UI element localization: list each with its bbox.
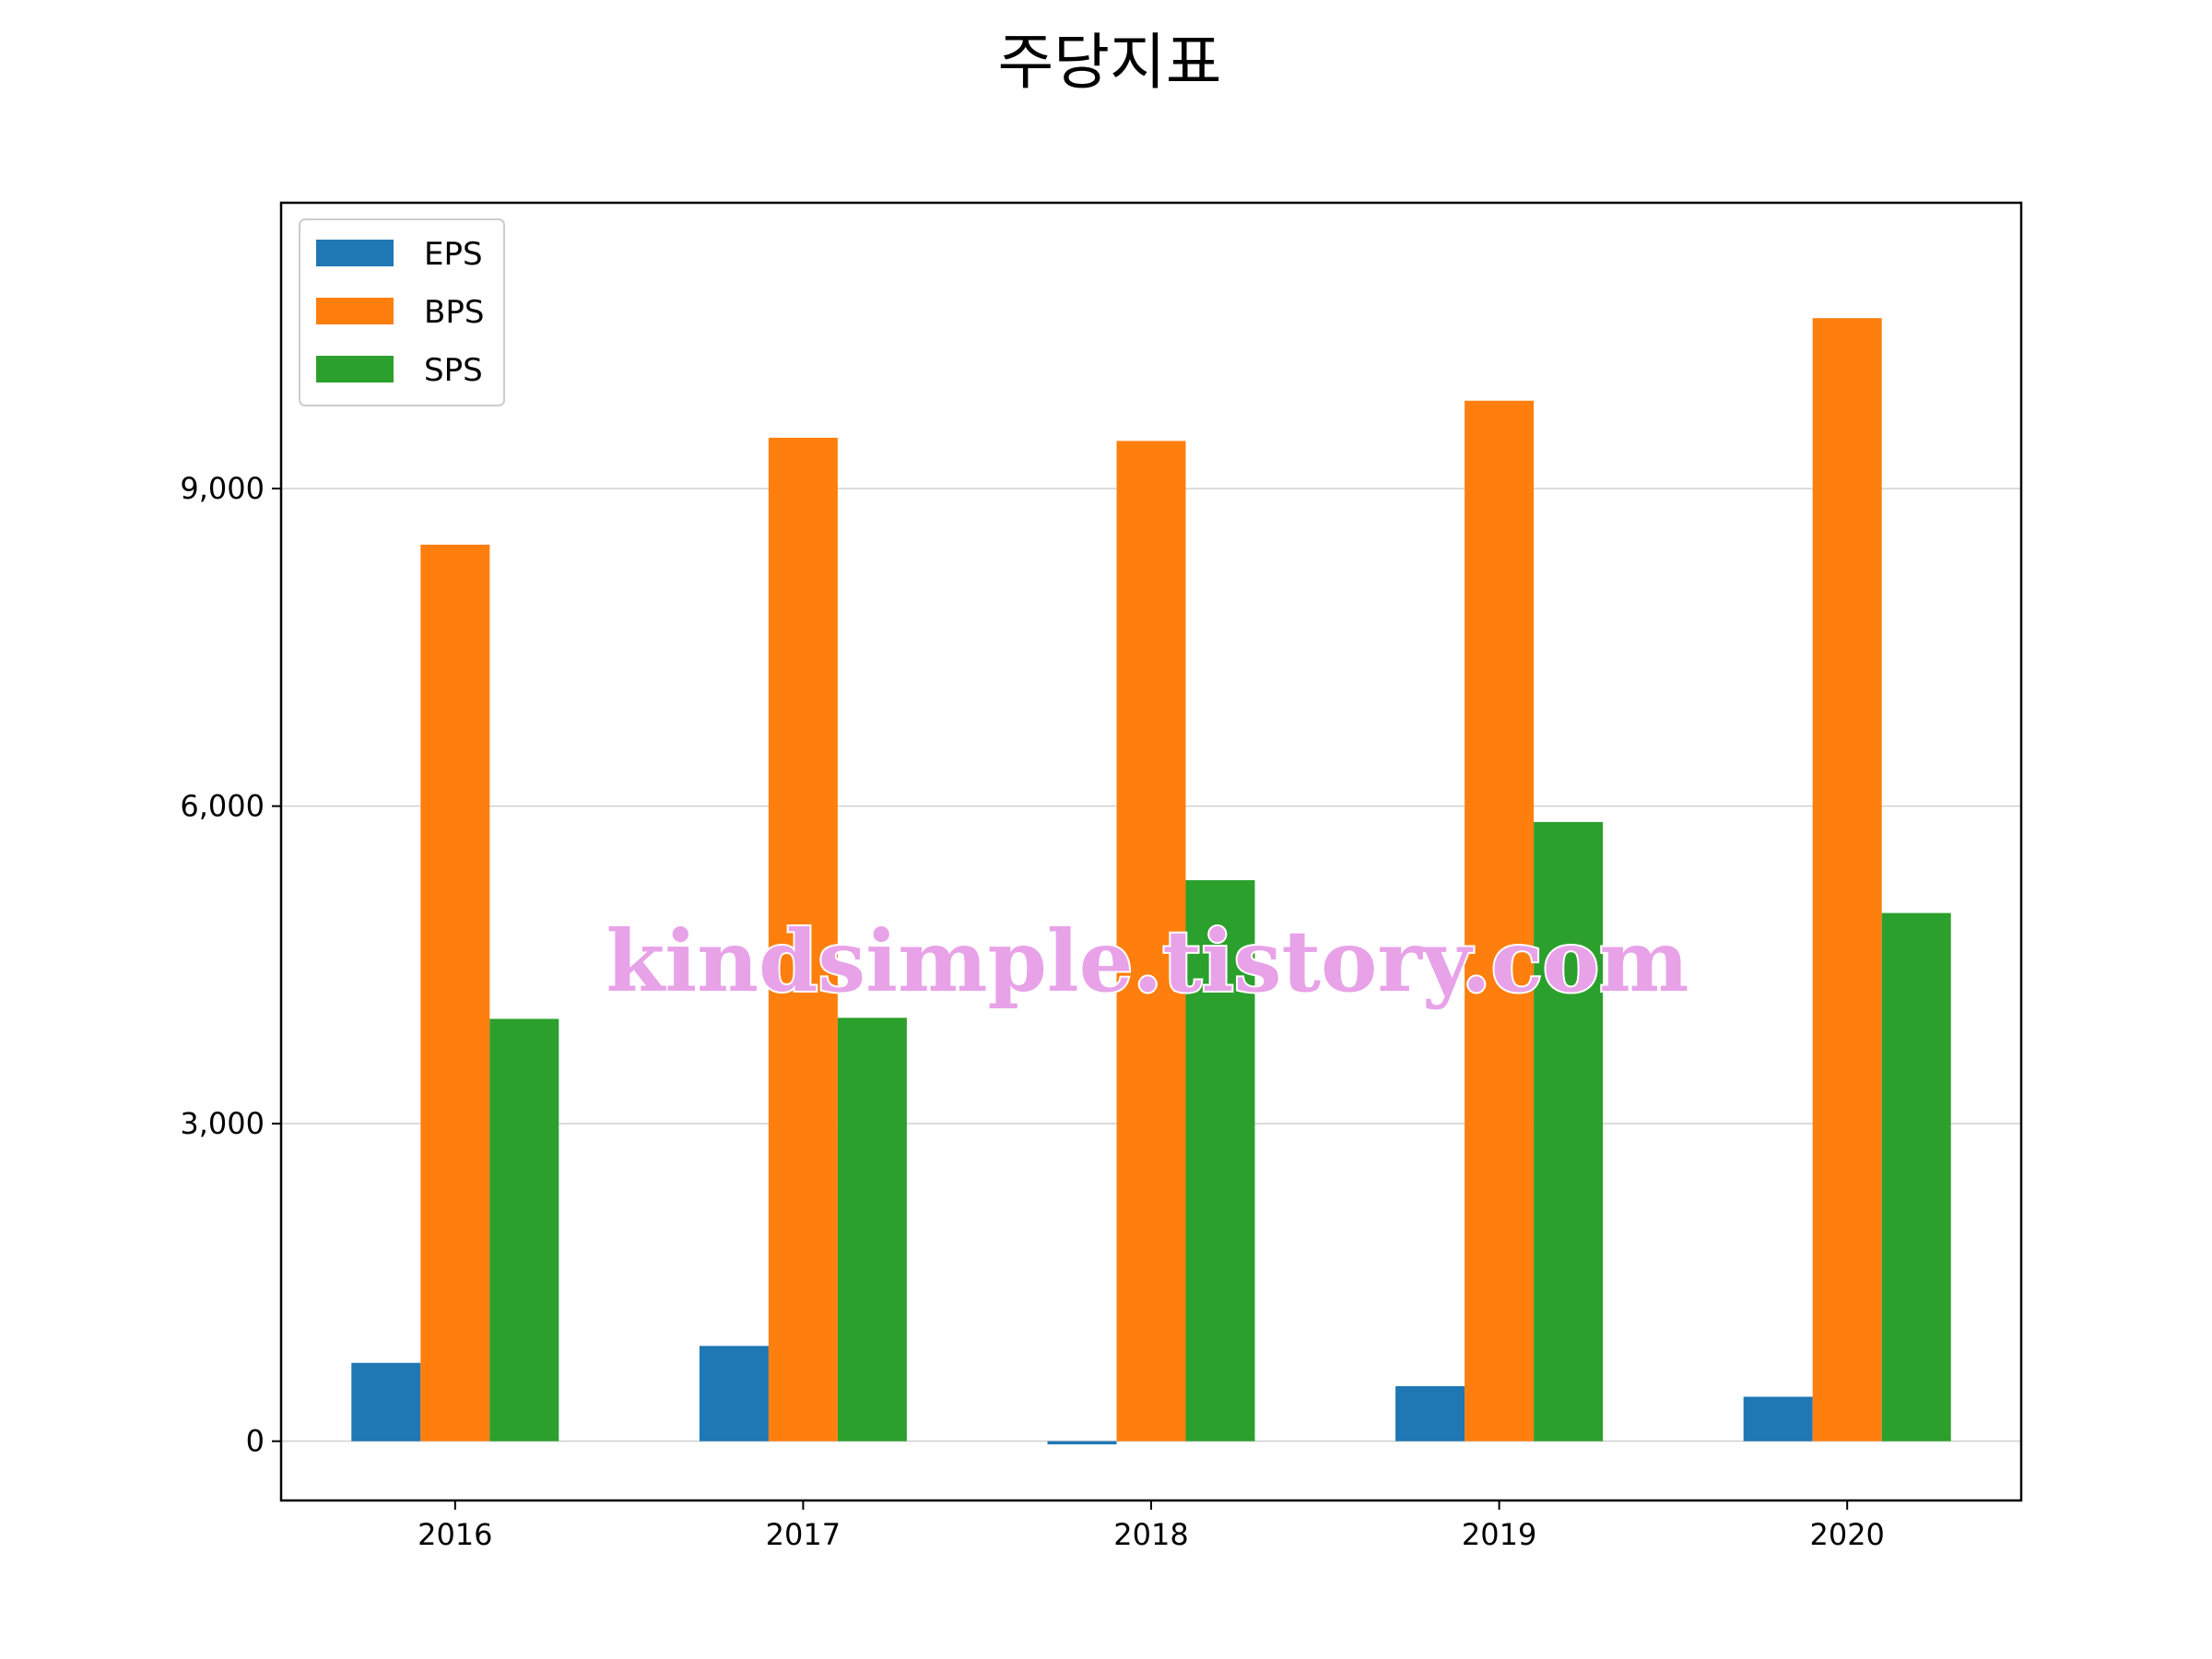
legend-label-sps: SPS xyxy=(424,352,483,389)
x-tick-label: 2018 xyxy=(1113,1517,1188,1552)
bar-bps-2018 xyxy=(1116,441,1186,1441)
bars xyxy=(351,318,1951,1445)
bar-sps-2020 xyxy=(1881,912,1951,1441)
legend-label-eps: EPS xyxy=(424,236,483,273)
bar-eps-2017 xyxy=(699,1346,769,1441)
bar-eps-2020 xyxy=(1743,1396,1813,1441)
y-tick-label: 9,000 xyxy=(180,471,265,506)
x-tick-label: 2020 xyxy=(1809,1517,1884,1552)
bar-bps-2016 xyxy=(420,544,490,1441)
bar-bps-2019 xyxy=(1465,400,1535,1441)
bar-eps-2016 xyxy=(351,1362,421,1441)
bar-eps-2018 xyxy=(1047,1441,1117,1445)
x-tick-label: 2017 xyxy=(766,1517,841,1552)
x-tick-label: 2019 xyxy=(1462,1517,1536,1552)
bar-sps-2017 xyxy=(837,1018,907,1441)
chart-title: 주당지표 xyxy=(998,27,1222,98)
legend-swatch-sps xyxy=(316,356,394,382)
legend-swatch-bps xyxy=(316,298,394,324)
bar-sps-2018 xyxy=(1185,880,1255,1441)
bar-bps-2017 xyxy=(768,437,838,1441)
axes: 0 3,000 6,000 9,000 2016 2017 2018 2019 2020 xyxy=(180,201,2023,1552)
bar-sps-2019 xyxy=(1534,821,1604,1441)
bar-bps-2020 xyxy=(1812,318,1882,1441)
y-tick-label: 3,000 xyxy=(180,1106,265,1141)
y-tick-label: 6,000 xyxy=(180,789,265,824)
bar-eps-2019 xyxy=(1395,1385,1465,1441)
legend: EPS BPS SPS xyxy=(299,218,505,406)
x-tick-label: 2016 xyxy=(418,1517,492,1552)
legend-swatch-eps xyxy=(316,240,394,266)
y-tick-label: 0 xyxy=(246,1424,265,1459)
plot-frame xyxy=(279,201,2023,1502)
watermark-text: kindsimple.tistory.com xyxy=(606,912,1688,1011)
bar-sps-2016 xyxy=(489,1018,559,1441)
legend-label-bps: BPS xyxy=(424,294,484,331)
